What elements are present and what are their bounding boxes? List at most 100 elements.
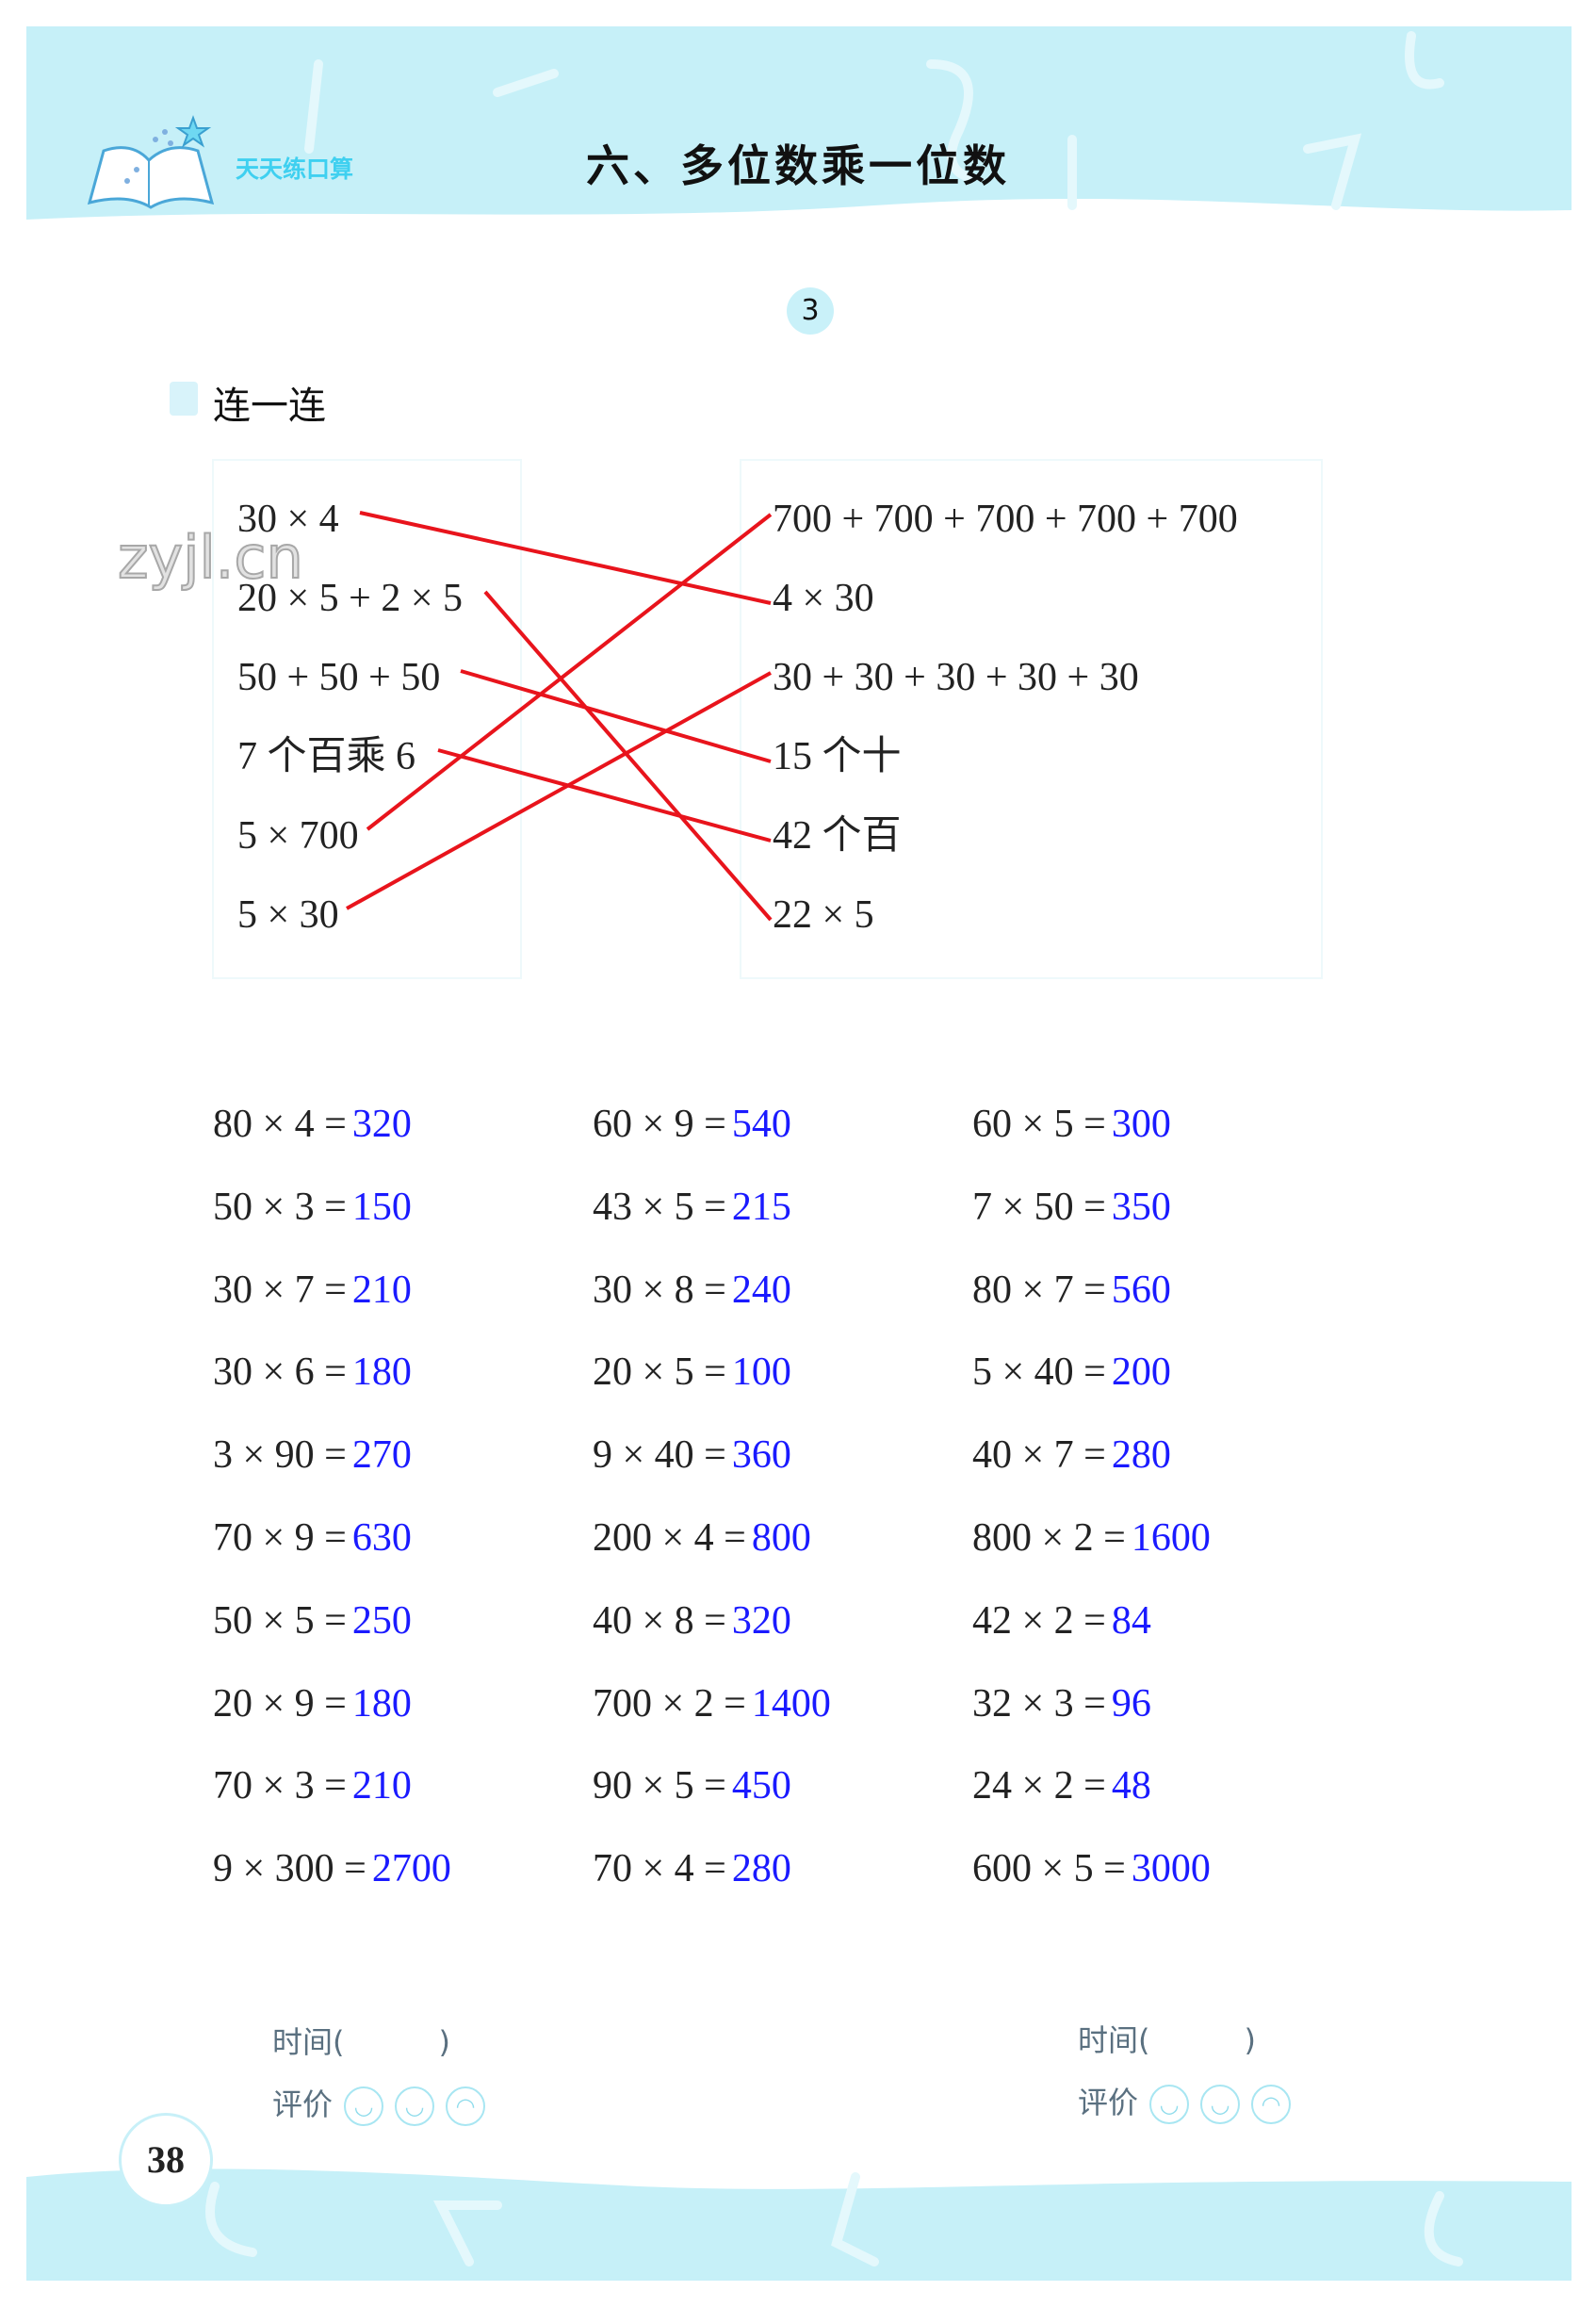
- equation-question: 5 × 40 =: [972, 1350, 1106, 1395]
- equation-question: 600 × 5 =: [972, 1847, 1126, 1891]
- equation-answer[interactable]: 180: [351, 1350, 412, 1395]
- equation-answer[interactable]: 210: [351, 1764, 412, 1808]
- equation-question: 20 × 5 =: [593, 1350, 726, 1395]
- footer-band: [26, 2168, 1572, 2281]
- equation-question: 30 × 7 =: [213, 1268, 347, 1312]
- equation-question: 20 × 9 =: [213, 1681, 347, 1726]
- equation-answer[interactable]: 300: [1111, 1103, 1171, 1146]
- right-expression-box: [740, 459, 1323, 979]
- connection-lines: [346, 511, 773, 922]
- left-item[interactable]: 5 × 30: [237, 893, 339, 937]
- right-item[interactable]: 700 + 700 + 700 + 700 + 700: [773, 498, 1238, 541]
- equation: 50 × 3 = 150: [213, 1187, 412, 1227]
- equation-answer[interactable]: 215: [731, 1185, 791, 1229]
- smile-icon[interactable]: ◡: [1200, 2085, 1241, 2124]
- equation-question: 30 × 6 =: [213, 1350, 347, 1395]
- equation: 3 × 90 = 270: [213, 1435, 412, 1475]
- left-item[interactable]: 7 个百乘 6: [237, 735, 416, 778]
- equation-question: 80 × 4 =: [213, 1103, 347, 1146]
- smile-big-icon[interactable]: ◡: [344, 2086, 384, 2126]
- equation-question: 50 × 3 =: [213, 1185, 347, 1229]
- equation: 7 × 50 = 350: [972, 1187, 1171, 1227]
- equation-answer[interactable]: 320: [351, 1103, 412, 1146]
- smile-big-icon[interactable]: ◡: [1149, 2085, 1190, 2124]
- equation-answer[interactable]: 350: [1111, 1185, 1171, 1229]
- equation: 32 × 3 = 96: [972, 1684, 1151, 1724]
- frown-icon[interactable]: ◠: [446, 2086, 486, 2126]
- equation-question: 43 × 5 =: [593, 1185, 726, 1229]
- equation-answer[interactable]: 2700: [371, 1847, 451, 1891]
- equation-question: 70 × 9 =: [213, 1516, 347, 1560]
- equation-question: 7 × 50 =: [972, 1185, 1106, 1229]
- connection-line: [460, 669, 772, 763]
- time-field-right: 时间(): [1078, 2017, 1256, 2060]
- equation: 20 × 5 = 100: [593, 1352, 791, 1392]
- left-item[interactable]: 20 × 5 + 2 × 5: [237, 577, 464, 620]
- equation-answer[interactable]: 180: [351, 1681, 412, 1726]
- equation-question: 9 × 300 =: [213, 1847, 366, 1891]
- lesson-number-badge: 3: [787, 287, 834, 335]
- frown-icon[interactable]: ◠: [1251, 2085, 1292, 2124]
- left-item[interactable]: 5 × 700: [237, 814, 359, 858]
- smile-icon[interactable]: ◡: [395, 2086, 435, 2126]
- time-close: ): [1244, 2022, 1256, 2058]
- equation-question: 42 × 2 =: [972, 1598, 1106, 1643]
- equation: 200 × 4 = 800: [593, 1518, 811, 1558]
- equation-answer[interactable]: 280: [1111, 1433, 1171, 1478]
- rating-left: 评价 ◡ ◡ ◠: [272, 2081, 486, 2126]
- right-item[interactable]: 30 + 30 + 30 + 30 + 30: [773, 656, 1139, 699]
- equation-answer[interactable]: 800: [751, 1516, 811, 1560]
- equation-question: 40 × 8 =: [593, 1598, 726, 1643]
- equation: 70 × 9 = 630: [213, 1518, 412, 1558]
- equation-answer[interactable]: 540: [731, 1103, 791, 1146]
- left-item[interactable]: 30 × 4: [237, 498, 339, 541]
- right-item[interactable]: 42 个百: [773, 814, 902, 858]
- equation-answer[interactable]: 250: [351, 1598, 412, 1643]
- equation-answer[interactable]: 100: [731, 1350, 791, 1395]
- equation: 40 × 8 = 320: [593, 1601, 791, 1641]
- equation-answer[interactable]: 150: [351, 1185, 412, 1229]
- equation-answer[interactable]: 96: [1111, 1681, 1151, 1726]
- equation-answer[interactable]: 1400: [751, 1681, 831, 1726]
- equation-answer[interactable]: 630: [351, 1516, 412, 1560]
- left-item[interactable]: 50 + 50 + 50: [237, 656, 441, 699]
- equation-answer[interactable]: 200: [1111, 1350, 1171, 1395]
- equation: 800 × 2 = 1600: [972, 1518, 1211, 1558]
- connection-line: [483, 590, 773, 922]
- equation-answer[interactable]: 84: [1111, 1598, 1151, 1643]
- right-item[interactable]: 15 个十: [773, 735, 902, 778]
- equation-answer[interactable]: 210: [351, 1268, 412, 1312]
- equation: 9 × 40 = 360: [593, 1435, 791, 1475]
- equation: 20 × 9 = 180: [213, 1684, 412, 1724]
- right-item[interactable]: 22 × 5: [773, 893, 874, 937]
- left-expression-box: [212, 459, 522, 979]
- equation-answer[interactable]: 1600: [1131, 1516, 1211, 1560]
- equation-answer[interactable]: 320: [731, 1598, 791, 1643]
- equation-answer[interactable]: 240: [731, 1268, 791, 1312]
- equation: 42 × 2 = 84: [972, 1601, 1151, 1641]
- equation-answer[interactable]: 360: [731, 1433, 791, 1478]
- equation: 80 × 4 = 320: [213, 1104, 412, 1144]
- equation: 70 × 3 = 210: [213, 1766, 412, 1806]
- equation: 600 × 5 = 3000: [972, 1849, 1211, 1889]
- equation-question: 700 × 2 =: [593, 1681, 746, 1726]
- equation-question: 70 × 3 =: [213, 1764, 347, 1808]
- section-marker-icon: [170, 382, 198, 416]
- equation-answer[interactable]: 270: [351, 1433, 412, 1478]
- right-item[interactable]: 4 × 30: [773, 577, 874, 620]
- connection-line: [346, 671, 772, 910]
- equation: 700 × 2 = 1400: [593, 1684, 831, 1724]
- equation: 80 × 7 = 560: [972, 1270, 1171, 1310]
- equation-answer[interactable]: 450: [731, 1764, 791, 1808]
- equation-question: 60 × 5 =: [972, 1103, 1106, 1146]
- equation-answer[interactable]: 48: [1111, 1764, 1151, 1808]
- equation-answer[interactable]: 3000: [1131, 1847, 1211, 1891]
- equation-answer[interactable]: 560: [1111, 1268, 1171, 1312]
- equation-question: 50 × 5 =: [213, 1598, 347, 1643]
- book-logo-icon: [87, 115, 215, 209]
- equation: 70 × 4 = 280: [593, 1849, 791, 1889]
- rating-label: 评价: [272, 2086, 334, 2122]
- equation: 5 × 40 = 200: [972, 1352, 1171, 1392]
- equation-answer[interactable]: 280: [731, 1847, 791, 1891]
- equation-question: 60 × 9 =: [593, 1103, 726, 1146]
